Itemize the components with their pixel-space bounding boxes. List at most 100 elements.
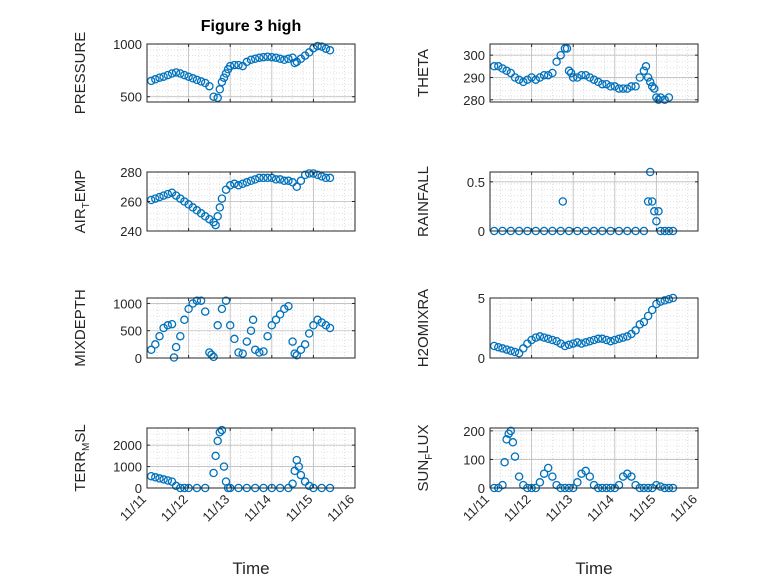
data-point xyxy=(325,46,335,55)
figure-title: Figure 3 high xyxy=(201,18,301,35)
data-point xyxy=(652,480,661,490)
data-point xyxy=(523,75,532,84)
data-point xyxy=(506,426,516,436)
data-point xyxy=(548,472,557,481)
series-points xyxy=(146,296,335,362)
data-point xyxy=(284,176,293,186)
data-point xyxy=(510,347,520,357)
y-tick-label: 1000 xyxy=(113,37,142,52)
data-point xyxy=(641,62,651,71)
y-axis-label: H2OMIXRA xyxy=(415,289,432,367)
data-point xyxy=(155,331,164,341)
data-point xyxy=(294,462,304,471)
data-point xyxy=(610,82,620,91)
panel-mixdepth: 0 500 1000 MIXDEPTH xyxy=(72,289,356,367)
grid xyxy=(489,297,699,359)
data-point xyxy=(205,348,214,357)
data-point xyxy=(304,329,314,338)
data-point xyxy=(292,182,302,192)
y-tick-label: 290 xyxy=(463,70,485,85)
axes-box xyxy=(146,43,356,103)
panel-air-temp: 240 260 280 AIRTEMP xyxy=(72,165,356,239)
data-point xyxy=(292,351,302,360)
data-point xyxy=(602,335,611,345)
panel-h2omixra: 0 5 H2OMIXRA xyxy=(415,289,699,367)
data-point xyxy=(543,70,553,80)
data-point xyxy=(267,52,277,62)
data-point xyxy=(647,82,657,91)
data-point xyxy=(250,175,260,184)
y-tick-label: 5 xyxy=(478,291,485,306)
data-point xyxy=(494,342,503,352)
x-tick-label: 11/15 xyxy=(283,492,316,525)
data-point xyxy=(217,304,227,314)
data-point xyxy=(627,472,636,481)
data-point xyxy=(159,191,168,200)
data-point xyxy=(180,70,189,80)
data-point xyxy=(531,333,541,342)
data-point xyxy=(564,66,574,76)
data-point xyxy=(313,41,322,51)
data-point xyxy=(650,84,659,93)
data-point xyxy=(146,471,156,481)
data-point xyxy=(259,52,268,62)
data-point xyxy=(184,304,193,314)
data-point xyxy=(581,466,590,476)
data-point xyxy=(225,321,235,330)
data-point xyxy=(498,64,507,73)
data-point xyxy=(242,178,252,187)
data-point xyxy=(573,478,582,487)
data-point xyxy=(614,334,624,344)
data-point xyxy=(221,185,231,194)
data-point xyxy=(146,345,156,355)
data-point xyxy=(660,296,669,305)
data-point xyxy=(589,480,599,490)
data-point xyxy=(259,173,268,183)
data-point xyxy=(643,197,653,206)
data-point xyxy=(171,342,181,352)
data-point xyxy=(502,66,511,76)
data-point xyxy=(556,50,565,60)
data-point xyxy=(510,452,520,461)
data-point xyxy=(219,73,229,82)
data-point xyxy=(325,323,335,333)
data-point xyxy=(527,335,536,345)
data-point xyxy=(211,451,220,461)
y-axis-label: TERRMSL xyxy=(72,424,92,492)
data-point xyxy=(317,42,326,51)
x-axis-label-right: Time xyxy=(575,559,612,578)
x-tick-label: 11/15 xyxy=(626,492,659,525)
data-point xyxy=(321,44,331,53)
data-point xyxy=(248,315,258,325)
data-point xyxy=(242,57,252,67)
data-point xyxy=(234,60,243,70)
data-point xyxy=(577,70,586,80)
series-points xyxy=(489,293,678,358)
panel-sun-flux: 0 100 200 11/11 11/12 11/13 11/14 11/15 11/16 SUN… xyxy=(415,424,700,525)
data-point xyxy=(645,77,655,87)
x-tick-label: 11/14 xyxy=(584,492,617,525)
data-point xyxy=(593,77,603,87)
axes-box xyxy=(489,171,699,232)
data-point xyxy=(238,179,247,189)
series-points xyxy=(146,41,335,103)
data-point xyxy=(535,332,545,341)
data-point xyxy=(506,346,516,356)
data-point xyxy=(656,482,665,491)
data-point xyxy=(514,75,524,84)
data-point xyxy=(215,428,225,437)
data-point xyxy=(255,53,264,62)
data-point xyxy=(255,348,264,357)
data-point xyxy=(163,476,173,485)
data-point xyxy=(635,73,645,82)
data-point xyxy=(167,69,177,78)
x-tick-label: 11/12 xyxy=(158,492,191,525)
data-point xyxy=(230,60,239,70)
data-point xyxy=(593,334,603,344)
data-point xyxy=(163,189,173,199)
panel-terr-msl: 0 1000 2000 11/11 11/12 11/13 11/14 11/15 11/16 T… xyxy=(72,424,357,524)
data-point xyxy=(325,173,335,183)
y-axis-label: AIRTEMP xyxy=(72,170,92,234)
data-point xyxy=(558,197,568,206)
